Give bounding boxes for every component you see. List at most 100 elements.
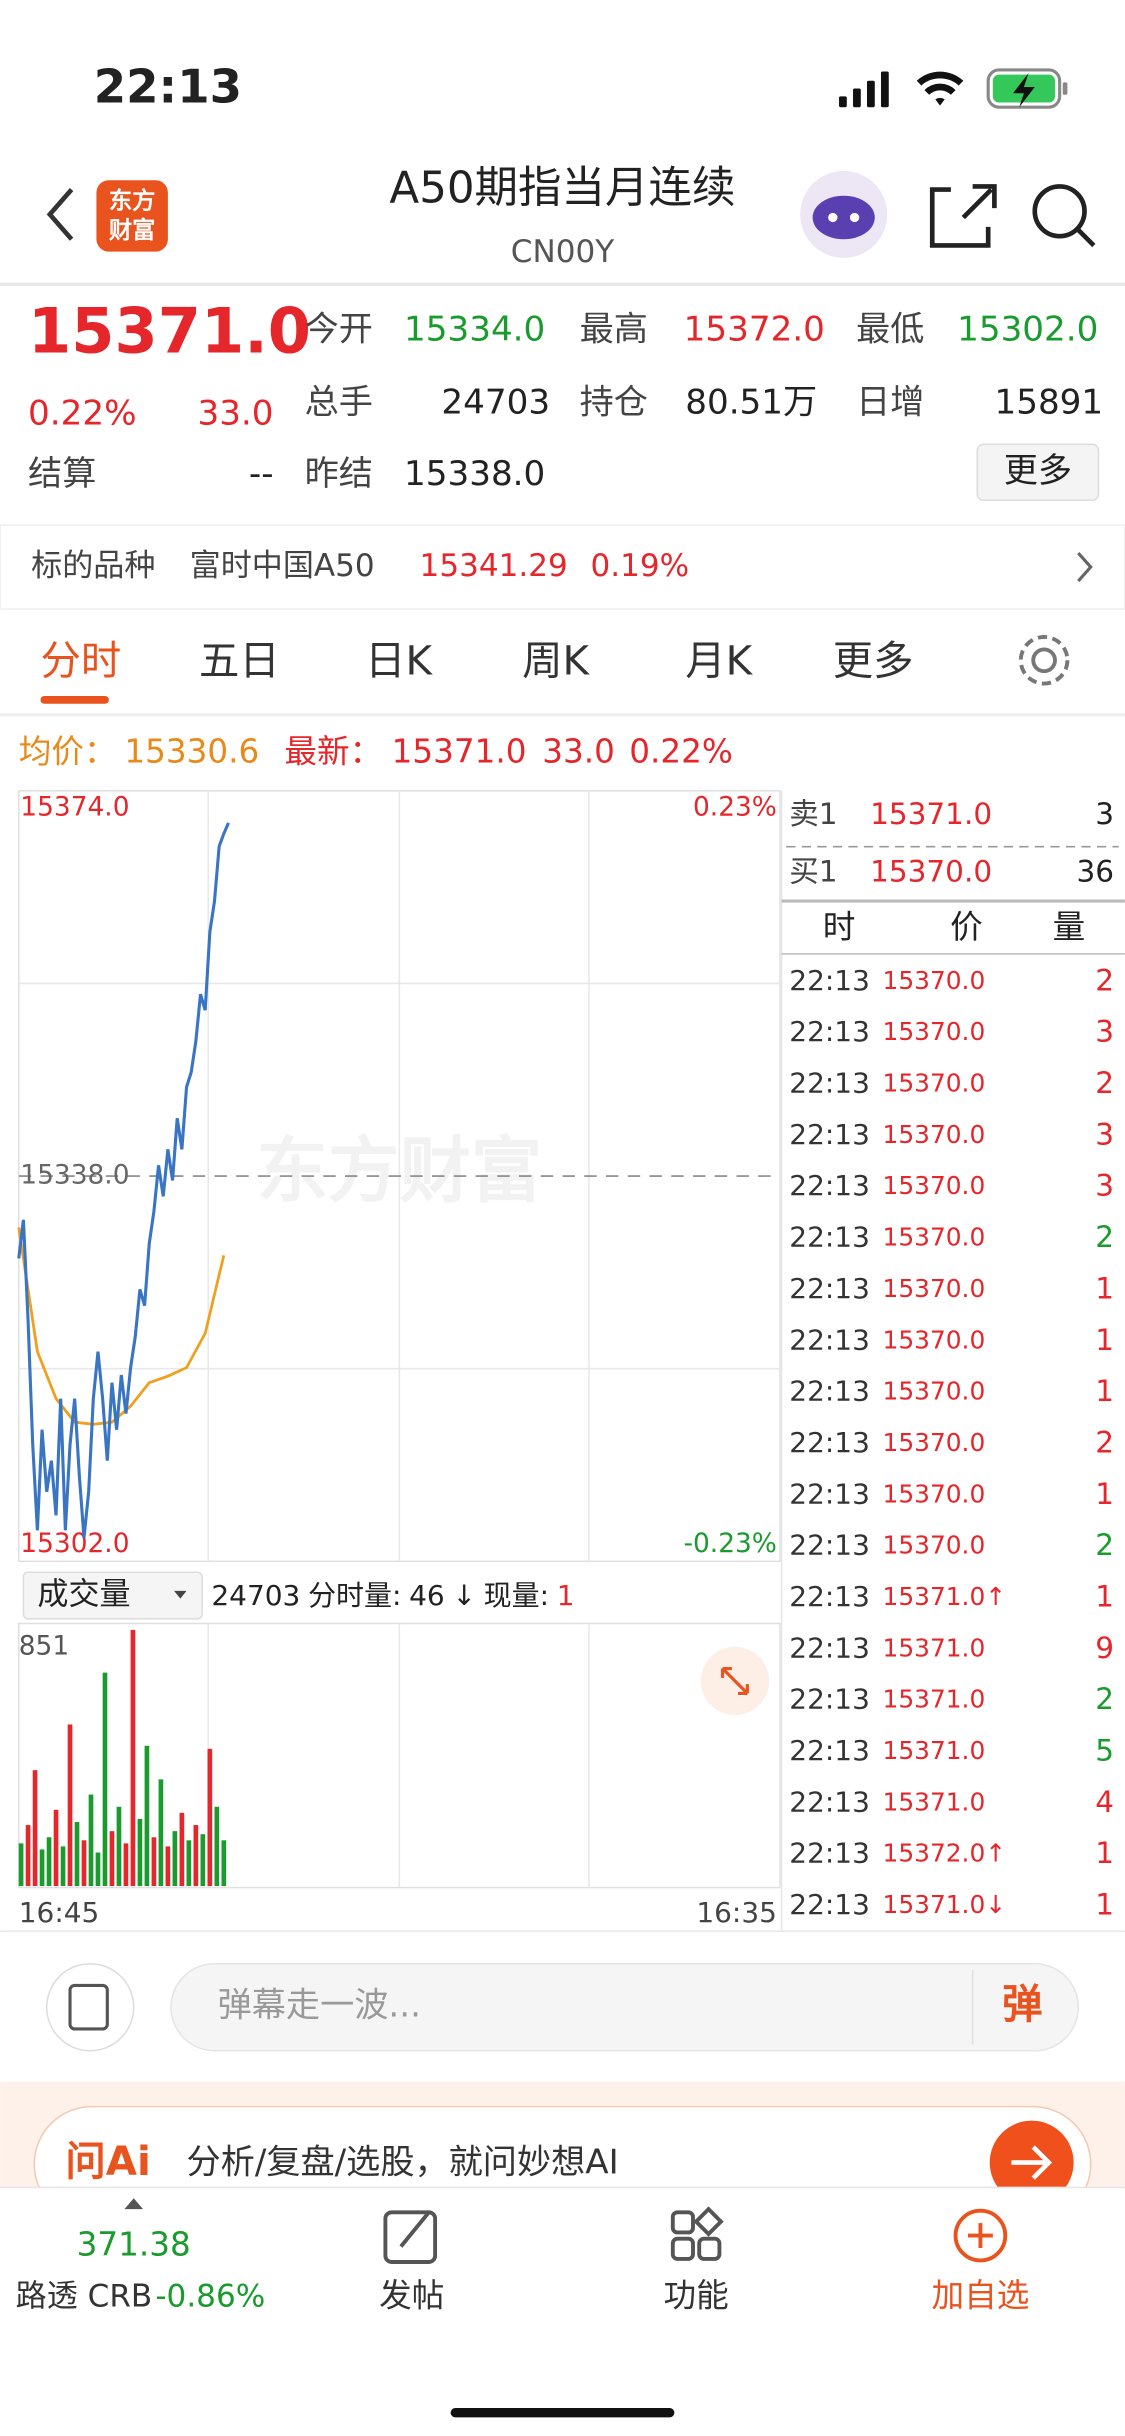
volume-selector-label[interactable]: 成交量 [37,1577,130,1613]
logo-text: 财富 [109,216,156,244]
trade-qty: 1 [1095,1477,1114,1511]
tab[interactable]: 五日 [199,637,280,684]
trade-qty: 1 [1095,1323,1114,1357]
ai-text[interactable]: 分析/复盘/选股，就问妙想AI [187,2143,619,2183]
clock: 22:13 [94,60,242,114]
tab[interactable]: 周K [522,637,590,684]
volume-bar [137,1818,143,1887]
trade-time: 22:13 [789,1837,870,1870]
trade-qty: 1 [1095,1374,1114,1408]
comment-button[interactable]: 弹 [1002,1981,1042,2028]
underlying-price: 15341.29 [420,548,568,584]
ticker-value: 371.38 [77,2225,191,2263]
volume-tick-label: 851 [19,1630,69,1661]
avg-line [17,1227,226,1426]
field-label: 结算 [28,454,96,494]
trade-qty: 9 [1095,1631,1114,1665]
summary-change: 33.0 [542,732,615,770]
tab-indicator [40,696,109,704]
settings-icon[interactable] [1018,635,1070,686]
nav-icons [383,2206,1008,2264]
volume-now: 1 [557,1579,575,1612]
trade-price: 15371.0↑ [883,1582,1007,1611]
summary-latest-label: 最新： [284,732,382,770]
chevron[interactable] [1077,552,1093,583]
volume-arrow: ↓ [452,1579,475,1612]
field-label: 日增 [856,382,924,422]
nav-item[interactable]: 功能 [663,2277,728,2315]
field-label: 最低 [856,309,924,349]
volume-bar [25,1825,31,1887]
tab[interactable]: 月K [685,637,753,684]
y-tick-label: 15338.0 [20,1160,129,1191]
book-qty: 3 [1095,797,1114,831]
trade-time: 22:13 [789,1221,870,1254]
trade-time: 22:13 [789,1067,870,1100]
volume-bar [53,1809,59,1887]
comment-icon[interactable] [45,1962,135,2052]
field-value: -- [249,454,274,494]
trade-qty: 4 [1095,1785,1114,1819]
last-price: 15371.0 [28,295,311,368]
trade-price: 15370.0 [883,1531,986,1560]
volume-bar [221,1840,227,1887]
trade-qty: 3 [1095,1117,1114,1151]
trade-time: 22:13 [789,1169,870,1202]
more-button[interactable] [976,443,1100,502]
volume-bar [179,1812,185,1887]
trade-time: 22:13 [789,1426,870,1459]
trade-price: 15371.0 [883,1787,986,1816]
share-button[interactable] [929,184,997,248]
trade-time: 22:13 [789,1272,870,1305]
change: 33.0 [197,393,273,433]
comment-placeholder[interactable]: 弹幕走一波... [218,1986,421,2026]
book-label: 卖1 [789,797,837,831]
nav-item[interactable]: 发帖 [379,2277,444,2315]
tab[interactable]: 日K [365,637,433,684]
back-button[interactable] [46,188,74,241]
volume-bar [151,1837,157,1887]
trade-qty: 2 [1095,1066,1114,1100]
more-label[interactable]: 更多 [1004,451,1072,491]
search-button[interactable] [1032,184,1096,248]
trade-price: 15370.0 [883,1428,986,1457]
trade-price: 15371.0 [883,1633,986,1662]
trade-time: 22:13 [789,1580,870,1613]
volume-bar [46,1837,52,1887]
volume-bar [200,1834,206,1887]
volume-value: 46 [409,1579,445,1612]
trade-time: 22:13 [789,1529,870,1562]
tab[interactable]: 分时 [40,637,121,684]
volume-bar [116,1806,122,1887]
avatar[interactable] [800,170,888,258]
book-price: 15370.0 [870,855,992,889]
trade-time: 22:13 [789,1785,870,1818]
volume-selector[interactable] [22,1571,203,1620]
volume-bar [193,1825,199,1887]
field-value: 15372.0 [684,309,825,349]
field-value: 15891 [994,382,1103,422]
trade-price: 15371.0 [883,1736,986,1765]
underlying-label: 标的品种 [31,548,155,584]
comment-input[interactable] [170,1962,1080,2052]
trade-time: 22:13 [789,1015,870,1048]
trade-qty: 2 [1095,1682,1114,1716]
trade-price: 15370.0 [883,1223,986,1252]
tab[interactable]: 更多 [833,637,914,684]
summary-avg-label: 均价： [19,732,117,770]
trade-time: 22:13 [789,1375,870,1408]
trade-time: 22:13 [789,1734,870,1767]
volume-bar [144,1745,150,1887]
trades-header: 价 [950,908,983,946]
book-qty: 36 [1076,855,1114,889]
nav-item[interactable]: 加自选 [931,2277,1029,2315]
change-pct: 0.22% [28,393,137,433]
trade-qty: 1 [1095,1888,1114,1922]
volume-bar [130,1629,136,1887]
trade-price: 15370.0 [883,1171,986,1200]
y2-tick-label: -0.23% [683,1528,776,1559]
summary-avg: 15330.6 [124,732,259,770]
trade-time: 22:13 [789,1323,870,1356]
field-label: 昨结 [305,454,373,494]
